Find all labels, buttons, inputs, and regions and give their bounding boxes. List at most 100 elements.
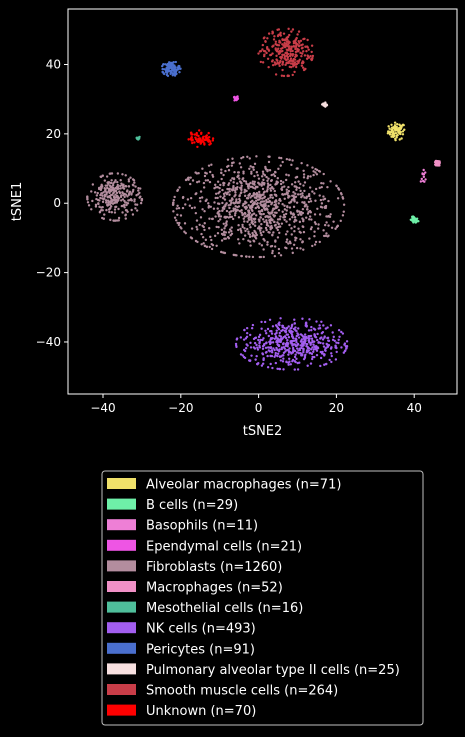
data-point	[271, 341, 275, 344]
legend-swatch	[107, 519, 136, 531]
data-point	[288, 41, 291, 44]
data-point	[221, 188, 224, 192]
data-point	[310, 325, 313, 329]
data-point	[241, 223, 244, 227]
data-point	[101, 194, 104, 197]
data-point	[296, 167, 299, 170]
data-point	[212, 207, 216, 210]
data-point	[249, 216, 253, 219]
data-point	[267, 65, 270, 69]
data-point	[269, 221, 272, 225]
data-point	[115, 191, 119, 195]
data-point	[290, 324, 294, 328]
data-point	[233, 189, 237, 192]
data-point	[343, 342, 347, 345]
data-point	[399, 130, 402, 134]
data-point	[124, 214, 127, 217]
data-point	[255, 171, 259, 174]
data-point	[285, 173, 288, 176]
data-point	[270, 354, 274, 358]
data-point	[331, 338, 335, 342]
data-point	[235, 198, 238, 201]
data-point	[213, 234, 217, 238]
data-point	[305, 216, 308, 219]
data-point	[296, 368, 300, 371]
data-point	[256, 185, 259, 189]
data-point	[300, 338, 304, 341]
data-point	[127, 193, 131, 196]
data-point	[248, 359, 252, 363]
data-point	[317, 169, 321, 173]
data-point	[258, 183, 261, 186]
data-point	[226, 235, 230, 239]
data-point	[266, 354, 269, 358]
data-point	[86, 195, 89, 198]
data-point	[108, 194, 112, 198]
data-point	[276, 28, 279, 31]
data-point	[291, 28, 295, 31]
data-point	[193, 133, 197, 136]
data-point	[121, 186, 124, 189]
data-point	[307, 56, 311, 59]
data-point	[120, 182, 123, 185]
data-point	[303, 335, 306, 338]
data-point	[249, 240, 252, 243]
data-point	[274, 171, 277, 174]
data-point	[245, 189, 248, 193]
series-3-points	[232, 95, 240, 102]
data-point	[293, 355, 297, 359]
data-point	[242, 202, 245, 206]
data-point	[242, 237, 245, 241]
data-point	[268, 318, 272, 321]
data-point	[198, 196, 202, 200]
data-point	[223, 216, 226, 219]
data-point	[187, 138, 190, 141]
data-point	[262, 358, 265, 361]
data-point	[230, 164, 234, 167]
data-point	[253, 234, 257, 238]
data-point	[268, 231, 271, 234]
data-point	[291, 73, 294, 77]
data-point	[290, 200, 293, 203]
data-point	[267, 349, 270, 352]
data-point	[294, 65, 298, 69]
data-point	[241, 354, 244, 357]
data-point	[412, 220, 415, 224]
data-point	[273, 254, 277, 258]
data-point	[105, 193, 108, 196]
data-point	[276, 348, 279, 351]
data-point	[295, 186, 299, 189]
data-point	[242, 170, 245, 173]
data-point	[131, 213, 135, 216]
data-point	[263, 190, 266, 193]
data-point	[271, 32, 274, 35]
data-point	[271, 351, 274, 354]
data-point	[292, 191, 295, 194]
data-point	[302, 184, 305, 187]
legend-swatch	[107, 498, 136, 510]
data-point	[248, 167, 251, 170]
data-point	[253, 183, 256, 186]
data-point	[282, 354, 285, 357]
data-point	[120, 199, 123, 202]
legend-swatch	[107, 601, 136, 613]
data-point	[90, 208, 93, 211]
data-point	[97, 187, 101, 191]
data-point	[281, 46, 284, 50]
data-point	[99, 185, 103, 188]
data-point	[261, 187, 265, 191]
data-point	[266, 327, 270, 331]
data-point	[265, 207, 268, 210]
data-point	[242, 155, 245, 159]
data-point	[285, 326, 289, 330]
data-point	[251, 234, 254, 238]
data-point	[276, 236, 280, 239]
data-point	[249, 341, 252, 345]
data-point	[220, 250, 223, 254]
data-point	[203, 228, 206, 232]
data-point	[335, 341, 338, 344]
data-point	[259, 213, 263, 216]
data-point	[106, 196, 110, 199]
data-point	[247, 239, 250, 242]
data-point	[298, 210, 301, 213]
